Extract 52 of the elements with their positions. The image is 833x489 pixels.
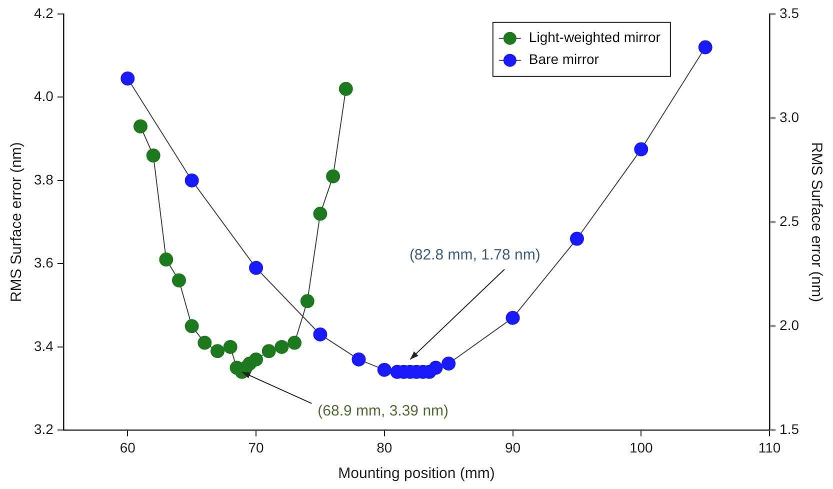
point — [184, 173, 199, 188]
point — [300, 294, 314, 308]
y2-tick-label: 3.5 — [780, 4, 800, 21]
annotation: (82.8 mm, 1.78 nm) — [409, 246, 540, 264]
x-tick-label: 110 — [758, 439, 781, 456]
y-tick-label: 3.2 — [34, 421, 54, 438]
point — [506, 310, 520, 325]
annotation: (68.9 mm, 3.39 nm) — [318, 402, 449, 420]
point — [146, 148, 160, 163]
x-tick-label: 80 — [376, 439, 392, 456]
point — [274, 340, 289, 354]
y-tick-label: 3.6 — [34, 254, 54, 271]
x-tick-label: 60 — [120, 439, 136, 456]
y2-tick-label: 3.0 — [780, 108, 800, 125]
y2-axis-title: RMS Surface error (nm) — [808, 142, 825, 302]
point — [262, 344, 276, 358]
y-axis-title: RMS Surface error (nm) — [8, 142, 26, 302]
point — [184, 319, 199, 334]
point — [159, 252, 174, 267]
point — [313, 206, 328, 221]
legend-label: Bare mirror — [528, 51, 600, 68]
y2-tick-label: 2.0 — [780, 317, 800, 334]
point — [377, 362, 392, 377]
point — [210, 344, 225, 358]
y-tick-label: 4.0 — [34, 88, 54, 104]
point — [352, 352, 366, 366]
point — [442, 356, 456, 371]
point — [249, 352, 264, 366]
legend-label: Light-weighted mirror — [528, 29, 661, 46]
point — [326, 169, 340, 184]
x-tick-label: 100 — [629, 439, 654, 456]
point — [428, 360, 443, 375]
point — [288, 336, 302, 350]
point — [133, 119, 148, 134]
x-axis-title: Mounting position (mm) — [338, 465, 495, 482]
point — [338, 82, 353, 96]
point — [313, 327, 328, 342]
point — [698, 40, 712, 54]
point — [198, 336, 212, 350]
point — [570, 232, 584, 246]
y-tick-label: 3.8 — [34, 171, 54, 188]
point — [223, 340, 238, 354]
point — [634, 142, 648, 156]
point — [249, 260, 264, 275]
point — [172, 273, 186, 288]
y2-tick-label: 2.5 — [780, 212, 800, 229]
x-tick-label: 90 — [504, 439, 521, 456]
y-tick-label: 3.4 — [34, 338, 54, 354]
x-tick-label: 70 — [248, 439, 264, 456]
point — [120, 72, 135, 86]
y2-tick-label: 1.5 — [780, 421, 800, 438]
y-tick-label: 4.2 — [34, 4, 54, 21]
